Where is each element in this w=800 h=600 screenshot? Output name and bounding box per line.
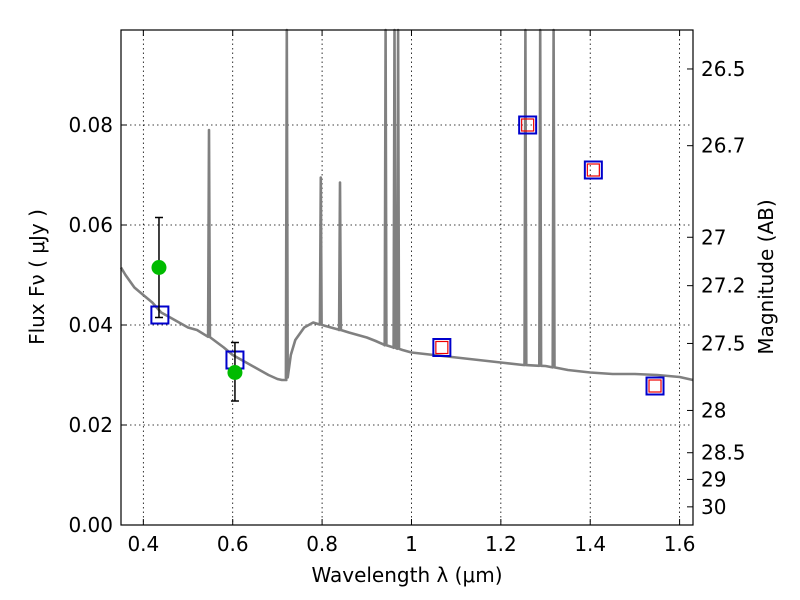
observed-point [151,260,167,275]
y-tick-label: 0.00 [68,513,113,537]
ticks-layer: 0.4 0.6 0.8 1 1.2 1.4 1.6 0.00 0.02 0.04 0.06 0.08 2… [68,30,746,556]
y2-tick-label: 26.7 [701,134,746,158]
y2-tick-label: 29 [701,467,726,491]
x-tick-label: 1.4 [574,532,606,556]
model-inner-square [435,340,449,355]
model-photometry-square [518,115,538,135]
y2-tick-label: 27.5 [701,331,746,355]
y2-tick-label: 30 [701,495,726,519]
y-tick-label: 0.08 [68,113,113,137]
x-tick-label: 1.6 [664,532,696,556]
y2-tick-label: 27 [701,225,726,249]
x-tick-label: 0.6 [217,532,249,556]
x-axis-title: Wavelength λ (μm) [311,563,502,587]
model-photometry-square [583,160,603,180]
spectrum-line [119,28,694,382]
model-photometry-square [432,338,452,357]
y-axis-title: Flux Fν ( μJy ) [25,209,49,345]
x-tick-label: 1 [405,532,418,556]
model-inner-square [521,118,535,132]
x-tick-label: 0.4 [127,532,159,556]
y2-tick-label: 26.5 [701,57,746,81]
model-inner-square [586,163,600,177]
y-tick-label: 0.02 [68,413,113,437]
model-inner-square [648,379,662,393]
observed-point [227,365,243,380]
model-photometry-square [150,305,170,325]
y2-axis-title: Magnitude (AB) [754,199,778,354]
x-tick-label: 1.2 [485,532,517,556]
y2-tick-label: 28 [701,398,726,422]
points-layer [150,115,665,402]
spectrum-layer [119,28,694,382]
x-tick-label: 0.8 [306,532,338,556]
y-tick-label: 0.04 [68,313,113,337]
y2-tick-label: 27.2 [701,274,746,298]
y-tick-label: 0.06 [68,213,113,237]
model-photometry-square [645,376,665,396]
y2-tick-label: 28.5 [701,441,746,465]
plot-frame [120,29,694,526]
